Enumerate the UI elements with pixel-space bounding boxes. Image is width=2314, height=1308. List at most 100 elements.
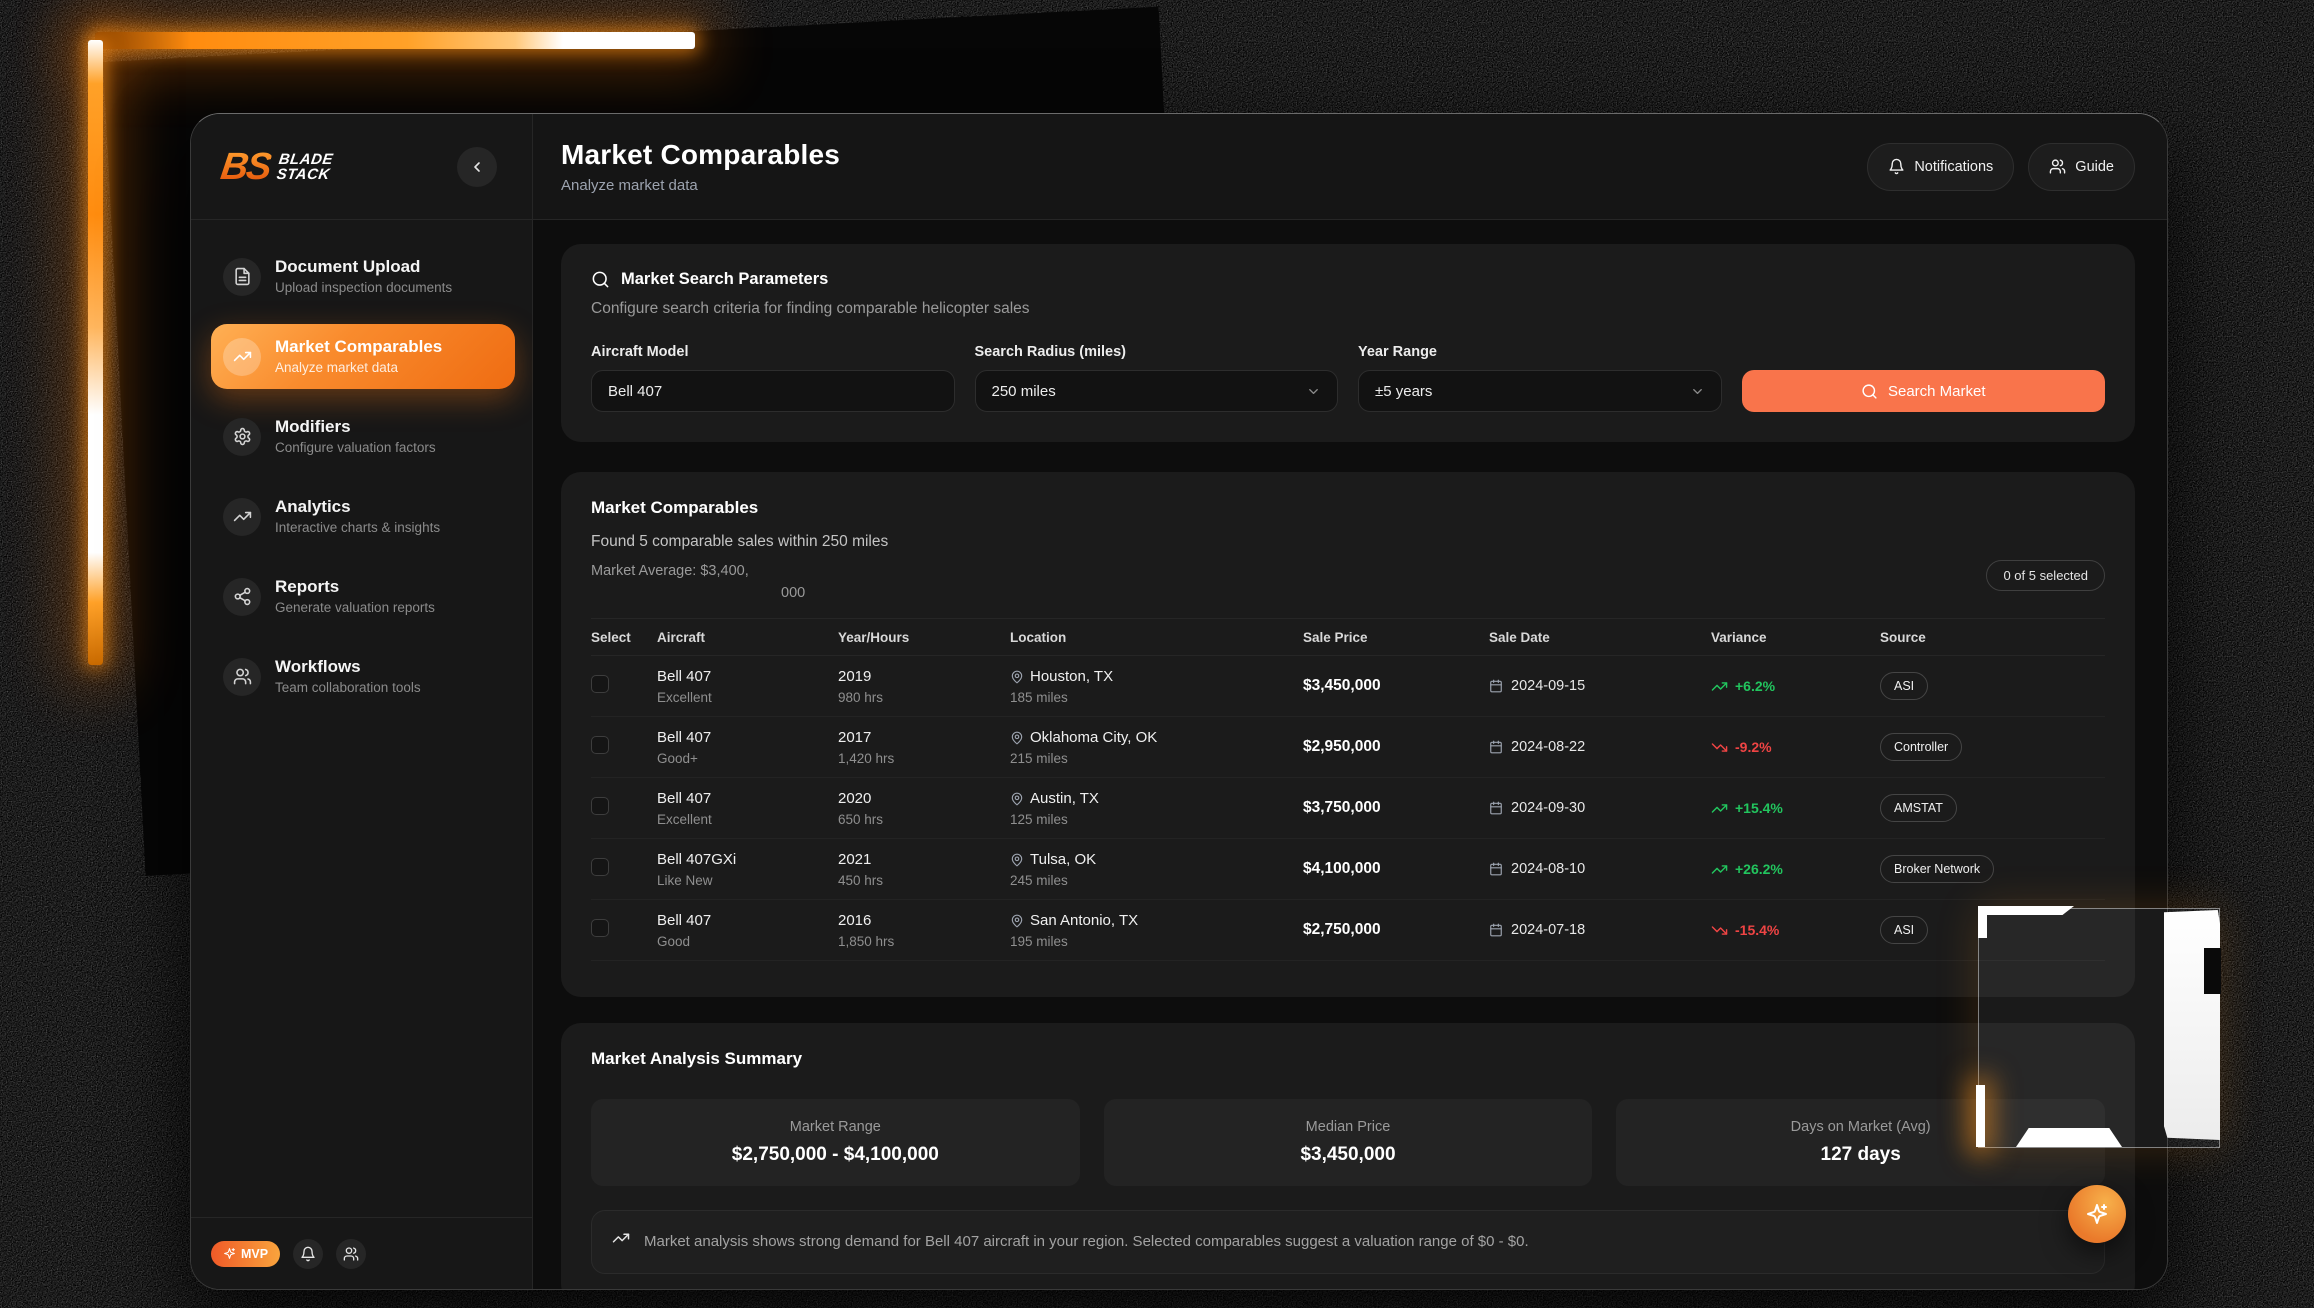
sidebar-item-sublabel: Generate valuation reports xyxy=(275,600,435,615)
sidebar-item-label: Reports xyxy=(275,577,340,596)
page-content: Market Search Parameters Configure searc… xyxy=(533,220,2167,1289)
sidebar-item-label: Analytics xyxy=(275,497,351,516)
table-row: Bell 407 Good+ 2017 1,420 hrs xyxy=(591,717,2105,778)
decor-glass-frame-corner xyxy=(1976,1085,1985,1147)
trending-up-icon xyxy=(223,337,261,376)
year-range-label: Year Range xyxy=(1358,344,1437,360)
sidebar-collapse-button[interactable] xyxy=(457,146,497,187)
variance-value: +15.4% xyxy=(1735,800,1783,816)
calendar-icon xyxy=(1489,740,1503,754)
ai-assistant-fab[interactable] xyxy=(2068,1185,2126,1243)
sale-date: 2024-09-30 xyxy=(1511,800,1586,816)
sidebar: BS BLADE STACK Docu xyxy=(191,114,533,1289)
analysis-note: Market analysis shows strong demand for … xyxy=(591,1210,2105,1274)
aircraft-model: Bell 407GXi xyxy=(657,850,737,868)
main-area: Market Comparables Analyze market data N… xyxy=(533,114,2167,1289)
map-pin-icon xyxy=(1010,731,1024,745)
row-select-checkbox[interactable] xyxy=(591,674,609,693)
chevron-left-icon xyxy=(469,159,485,175)
sidebar-item-modifiers[interactable]: Modifiers Configure valuation factors xyxy=(211,404,515,469)
sidebar-item-label: Workflows xyxy=(275,657,361,676)
selected-count-badge: 0 of 5 selected xyxy=(1986,560,2105,591)
map-pin-icon xyxy=(1010,792,1024,806)
market-analysis-summary-card: Market Analysis Summary Market Range $2,… xyxy=(561,1023,2135,1289)
footer-users-button[interactable] xyxy=(336,1238,367,1269)
decor-glass-frame-corner xyxy=(1978,906,2074,915)
mvp-badge[interactable]: MVP xyxy=(211,1240,281,1267)
row-select-checkbox[interactable] xyxy=(591,918,609,937)
search-card-title: Market Search Parameters xyxy=(621,270,829,288)
calendar-icon xyxy=(1489,862,1503,876)
neon-frame-top-bar xyxy=(95,32,695,49)
bell-icon xyxy=(1888,158,1905,175)
sale-price: $4,100,000 xyxy=(1303,860,1381,877)
guide-button[interactable]: Guide xyxy=(2028,142,2135,191)
footer-notifications-button[interactable] xyxy=(293,1238,324,1269)
market-search-parameters-card: Market Search Parameters Configure searc… xyxy=(561,244,2135,442)
summary-stats: Market Range $2,750,000 - $4,100,000 Med… xyxy=(591,1099,2105,1186)
column-header-variance: Variance xyxy=(1711,629,1767,645)
sale-year: 2019 xyxy=(838,667,872,685)
map-pin-icon xyxy=(1010,914,1024,928)
app-window: BS BLADE STACK Docu xyxy=(190,113,2168,1290)
aircraft-model: Bell 407 xyxy=(657,728,712,746)
column-header-year-hours: Year/Hours xyxy=(838,629,910,645)
sale-distance: 245 miles xyxy=(1010,872,1068,888)
page-subtitle: Analyze market data xyxy=(561,177,698,194)
year-range-select[interactable]: ±5 years xyxy=(1358,370,1722,412)
sidebar-item-document-upload[interactable]: Document Upload Upload inspection docume… xyxy=(211,244,515,309)
search-radius-label: Search Radius (miles) xyxy=(974,344,1127,360)
sidebar-item-workflows[interactable]: Workflows Team collaboration tools xyxy=(211,644,515,709)
sparkles-icon xyxy=(2085,1202,2109,1226)
users-icon xyxy=(343,1246,359,1262)
sidebar-item-market-comparables[interactable]: Market Comparables Analyze market data xyxy=(211,324,515,389)
sale-year: 2016 xyxy=(838,911,872,929)
row-select-checkbox[interactable] xyxy=(591,735,609,754)
trending-up-icon xyxy=(1711,800,1728,817)
brand-logo: BS BLADE STACK xyxy=(218,146,335,188)
sidebar-item-label: Document Upload xyxy=(275,257,421,276)
sidebar-item-label: Market Comparables xyxy=(275,337,443,356)
comparables-found-text: Found 5 comparable sales within 250 mile… xyxy=(591,533,889,550)
sidebar-footer: MVP xyxy=(191,1217,532,1289)
analysis-note-text: Market analysis shows strong demand for … xyxy=(644,1233,1529,1250)
notifications-button[interactable]: Notifications xyxy=(1867,142,2015,191)
table-row: Bell 407 Excellent 2019 980 hrs xyxy=(591,656,2105,717)
search-radius-select[interactable]: 250 miles xyxy=(974,370,1338,412)
variance-value: +6.2% xyxy=(1735,678,1776,694)
calendar-icon xyxy=(1489,801,1503,815)
airframe-hours: 980 hrs xyxy=(838,689,884,705)
sidebar-item-reports[interactable]: Reports Generate valuation reports xyxy=(211,564,515,629)
sidebar-item-sublabel: Analyze market data xyxy=(275,360,399,375)
source-badge: ASI xyxy=(1880,916,1929,944)
market-comparables-card: Market Comparables Found 5 comparable sa… xyxy=(561,472,2135,997)
file-text-icon xyxy=(223,257,261,296)
row-select-checkbox[interactable] xyxy=(591,857,609,876)
table-header-row: Select Aircraft Year/Hours Location Sale Pri… xyxy=(591,619,2105,656)
search-card-subtitle: Configure search criteria for finding co… xyxy=(591,300,1030,317)
row-select-checkbox[interactable] xyxy=(591,796,609,815)
aircraft-model-input[interactable] xyxy=(591,370,955,412)
sidebar-item-analytics[interactable]: Analytics Interactive charts & insights xyxy=(211,484,515,549)
column-header-source: Source xyxy=(1880,629,1926,645)
stat-label: Market Range xyxy=(789,1119,881,1135)
chevron-down-icon xyxy=(1690,384,1705,399)
page-title: Market Comparables xyxy=(561,139,841,170)
search-market-button[interactable]: Search Market xyxy=(1741,370,2105,412)
column-header-sale-price: Sale Price xyxy=(1303,629,1368,645)
trending-up-icon xyxy=(1711,678,1728,695)
aircraft-condition: Excellent xyxy=(657,689,712,705)
summary-stat-tile: Market Range $2,750,000 - $4,100,000 xyxy=(591,1099,1080,1186)
decor-glass-frame-notch xyxy=(2204,948,2221,994)
decor-glass-frame-slab xyxy=(2164,910,2220,1140)
source-badge: Controller xyxy=(1880,733,1963,761)
source-badge: Broker Network xyxy=(1880,855,1995,883)
sale-distance: 215 miles xyxy=(1010,750,1068,766)
sale-city: Austin, TX xyxy=(1030,789,1099,807)
stat-value: $2,750,000 - $4,100,000 xyxy=(731,1144,939,1165)
variance-value: +26.2% xyxy=(1735,861,1783,877)
table-row: Bell 407 Excellent 2020 650 hrs xyxy=(591,778,2105,839)
header-actions: Notifications Guide xyxy=(1867,142,2135,191)
sidebar-item-label: Modifiers xyxy=(275,417,351,436)
